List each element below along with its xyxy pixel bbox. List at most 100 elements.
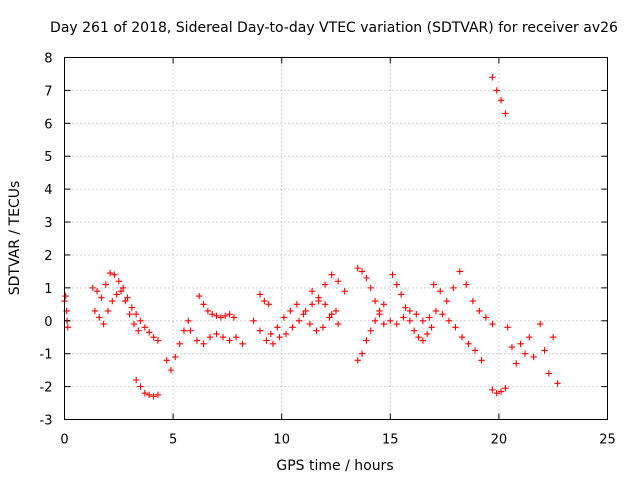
data-point (187, 327, 194, 334)
series-s5 (163, 317, 192, 374)
data-point (141, 389, 149, 397)
data-point (413, 310, 420, 318)
y-tick-label: 4 (44, 183, 52, 198)
series-s1 (61, 292, 71, 331)
data-point (526, 334, 533, 341)
data-point (150, 334, 157, 341)
data-point (226, 337, 233, 344)
data-point (274, 324, 281, 331)
data-point (376, 307, 383, 315)
data-point (397, 291, 405, 298)
data-point (213, 330, 220, 338)
data-point (93, 287, 101, 295)
data-point (315, 297, 322, 305)
data-point (387, 317, 394, 324)
y-tick-label: 7 (44, 84, 52, 99)
data-point (521, 350, 529, 357)
data-point (62, 292, 69, 300)
data-point (300, 310, 307, 318)
series-s10 (267, 301, 340, 338)
data-point (410, 327, 418, 334)
series-s13 (354, 301, 387, 364)
data-point (536, 320, 544, 328)
data-point (89, 284, 96, 292)
data-point (319, 324, 327, 331)
data-point (289, 324, 296, 331)
data-point (117, 287, 125, 295)
data-point (482, 314, 490, 321)
data-point (371, 317, 379, 324)
data-point (64, 324, 71, 331)
data-point (219, 334, 227, 341)
data-point (367, 284, 374, 292)
data-point (167, 366, 175, 374)
data-point (424, 330, 431, 338)
data-point (137, 317, 144, 324)
y-tick-label: 8 (44, 52, 52, 67)
data-point (502, 110, 509, 117)
data-point (250, 317, 257, 324)
series-s20 (536, 320, 561, 387)
data-point (130, 320, 138, 328)
data-point (104, 307, 112, 315)
data-point (163, 357, 170, 364)
data-point (493, 87, 500, 94)
y-tick-label: 5 (44, 150, 52, 165)
x-axis-label: GPS time / hours (276, 458, 393, 474)
x-tick-labels: 0 5 10 15 20 25 (60, 433, 615, 448)
plot-frame (64, 57, 608, 420)
data-point (504, 324, 511, 331)
data-point (415, 334, 422, 341)
series-s3 (91, 287, 142, 334)
data-point (354, 264, 361, 272)
data-point (456, 268, 464, 275)
axis-ticks (64, 57, 608, 420)
data-point (419, 337, 427, 344)
data-point (332, 307, 340, 315)
series-s11 (308, 271, 348, 305)
series-s12 (354, 264, 387, 328)
series-s14 (389, 271, 435, 344)
data-point (469, 297, 477, 305)
data-point (172, 353, 179, 361)
data-point (295, 317, 303, 324)
data-point (363, 337, 370, 344)
data-point (287, 307, 294, 315)
data-point (91, 307, 99, 315)
data-point (132, 376, 140, 384)
data-point (267, 330, 275, 338)
data-point (406, 307, 414, 315)
data-point (458, 334, 466, 341)
data-point (206, 334, 214, 341)
x-tick-label: 25 (599, 433, 616, 448)
data-point (402, 304, 409, 311)
data-point (380, 320, 387, 328)
data-point (541, 347, 548, 354)
data-point (106, 269, 114, 277)
data-point (265, 301, 272, 308)
data-point (293, 301, 301, 308)
data-point (122, 297, 129, 305)
x-tick-label: 5 (169, 433, 177, 448)
data-point (263, 337, 270, 344)
data-point (419, 317, 427, 324)
data-point (513, 360, 520, 367)
y-tick-label: 6 (44, 117, 52, 132)
data-point (126, 310, 133, 318)
y-tick-label: 3 (44, 216, 52, 231)
series-s2 (89, 269, 162, 344)
data-point (363, 274, 370, 282)
data-point (354, 357, 361, 364)
data-point (432, 307, 440, 315)
data-point (463, 281, 470, 288)
x-tick-label: 10 (273, 433, 290, 448)
data-point (341, 287, 348, 295)
data-point (489, 320, 496, 328)
data-point (471, 347, 479, 354)
data-point (445, 317, 453, 324)
y-tick-label: -2 (40, 381, 53, 396)
data-point (239, 340, 246, 348)
data-point (554, 380, 561, 387)
data-point (545, 370, 553, 377)
